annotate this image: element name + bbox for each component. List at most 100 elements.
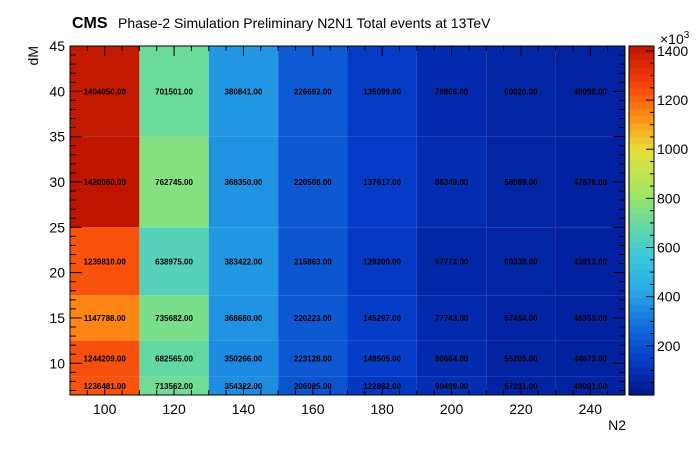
cell-value-label: 46353.00 [574, 314, 608, 323]
heatmap-cell [139, 136, 209, 228]
colorbar-frame [628, 45, 655, 396]
heatmap-cell [416, 227, 487, 296]
colorbar-segment [629, 290, 654, 298]
colorbar-tick-label: 1400 [657, 43, 688, 59]
cell-value-label: 145297.00 [363, 314, 401, 323]
colorbar-segment [629, 360, 654, 368]
x-tick-label: 140 [232, 401, 256, 417]
cell-value-label: 380841.00 [225, 87, 263, 96]
heatmap-cell [139, 227, 209, 296]
colorbar-segment [629, 185, 654, 194]
heatmap-cell [486, 227, 556, 296]
title-text: Phase-2 Simulation Preliminary N2N1 Tota… [118, 15, 491, 31]
y-tick-label: 30 [49, 174, 65, 190]
colorbar-tick-label: 200 [657, 338, 681, 354]
colorbar-segment [629, 283, 654, 291]
colorbar-segment [629, 143, 654, 152]
heatmap-cell [139, 46, 209, 137]
colorbar-segment [629, 297, 654, 305]
cell-value-label: 368350.00 [225, 178, 263, 187]
heatmap-cell [278, 46, 348, 137]
y-tick-label: 45 [49, 38, 65, 54]
heatmap-cell [208, 295, 279, 341]
colorbar-segment [629, 59, 654, 68]
colorbar-exponent-power: 3 [684, 30, 690, 41]
cell-value-label: 44673.00 [574, 355, 608, 364]
colorbar-segment [629, 192, 654, 201]
cell-value-label: 383422.00 [225, 257, 263, 266]
cell-value-label: 682565.00 [155, 355, 193, 364]
cell-value-label: 1239810.00 [84, 257, 127, 266]
colorbar-segment [629, 220, 654, 229]
heatmap-cell [486, 46, 556, 137]
cell-value-label: 57454.00 [504, 314, 538, 323]
colorbar-segment [629, 178, 654, 187]
colorbar-segment [629, 164, 654, 173]
colorbar-segment [629, 227, 654, 236]
heatmap-cell [208, 136, 279, 228]
colorbar-tick-label: 1000 [657, 141, 688, 157]
cell-value-label: 1404050.00 [84, 87, 127, 96]
cell-value-label: 67773.00 [435, 257, 469, 266]
colorbar-segment [629, 248, 654, 256]
x-tick-label: 180 [371, 401, 395, 417]
heatmap-cell [416, 46, 487, 137]
colorbar-exponent: ×103 [660, 30, 690, 47]
y-tick-label: 15 [49, 310, 65, 326]
heatmap-cells [70, 46, 625, 395]
colorbar-segment [629, 157, 654, 166]
colorbar-segment [629, 129, 654, 138]
y-tick-label: 20 [49, 265, 65, 281]
cell-value-label: 762745.00 [155, 178, 193, 187]
cell-value-label: 58969.00 [504, 178, 538, 187]
colorbar-segment [629, 234, 654, 243]
colorbar-segment [629, 46, 654, 54]
colorbar-segment [629, 87, 654, 96]
heatmap-cell [278, 340, 348, 377]
colorbar-segment [629, 388, 654, 396]
heatmap-cell [278, 295, 348, 341]
colorbar-tick-label: 400 [657, 289, 681, 305]
cell-value-label: 88349.00 [435, 178, 469, 187]
cell-value-label: 43913.00 [574, 257, 608, 266]
colorbar-tick-label: 1200 [657, 92, 688, 108]
cell-value-label: 1244209.00 [84, 355, 127, 364]
cell-value-label: 350266.00 [225, 355, 263, 364]
colorbar-segment [629, 80, 654, 89]
colorbar-segment [629, 269, 654, 277]
heatmap-cell [416, 340, 487, 377]
x-tick-label: 240 [579, 401, 603, 417]
colorbar-segment [629, 115, 654, 124]
heatmap-cell [347, 227, 417, 296]
cell-value-label: 135099.00 [363, 87, 401, 96]
cell-value-label: 638975.00 [155, 257, 193, 266]
heatmap-cell [416, 295, 487, 341]
cell-value-label: 80664.00 [435, 355, 469, 364]
heatmap-cell [486, 136, 556, 228]
colorbar-segment [629, 94, 654, 103]
heatmap-cell [486, 340, 556, 377]
colorbar-segment [629, 66, 654, 75]
y-tick-label: 10 [49, 355, 65, 371]
y-axis: 10 15 20 25 30 35 40 45 [49, 38, 625, 391]
heatmap-cell [208, 46, 279, 137]
colorbar-segment [629, 325, 654, 333]
colorbar-segment [629, 381, 654, 389]
heatmap-cell [70, 340, 140, 377]
cell-value-label: 49098.00 [574, 87, 608, 96]
cell-value-label: 735682.00 [155, 314, 193, 323]
heatmap-cell [347, 136, 417, 228]
cell-value-label: 226692.00 [294, 87, 332, 96]
cell-value-label: 60020.00 [504, 87, 538, 96]
colorbar-segment [629, 367, 654, 375]
heatmap-cell [278, 136, 348, 228]
colorbar-segment [629, 206, 654, 215]
colorbar-segment [629, 276, 654, 284]
heatmap-cell [416, 136, 487, 228]
cell-value-label: 220508.00 [294, 178, 332, 187]
x-tick-label: 100 [93, 401, 117, 417]
y-tick-label: 25 [49, 219, 65, 235]
cell-value-label: 47876.00 [574, 178, 608, 187]
x-axis: 100 120 140 160 180 200 220 240 [86, 46, 609, 417]
colorbar-segment [629, 255, 654, 263]
